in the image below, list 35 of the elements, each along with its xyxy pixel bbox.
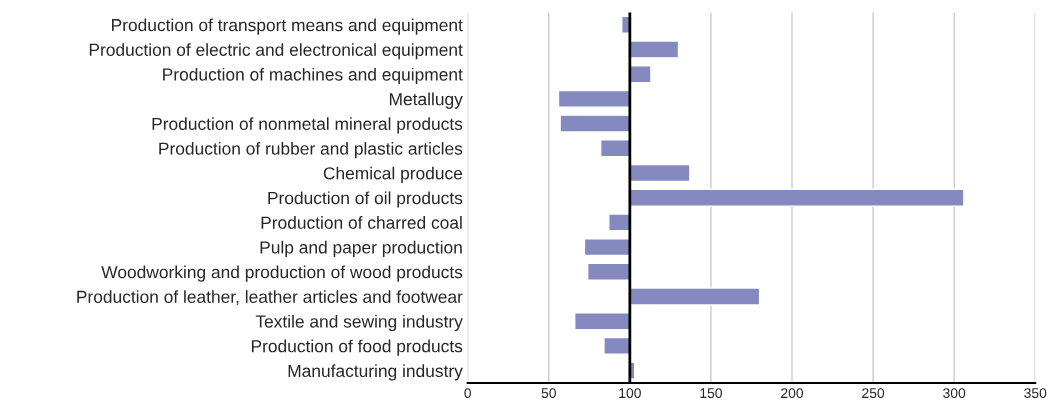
y-tick-label: Woodworking and production of wood products [101,265,463,282]
y-tick-label: Production of nonmetal mineral products [152,117,463,134]
y-tick-label: Chemical produce [323,166,463,183]
bar [629,163,691,183]
bar [629,40,680,59]
x-tick-label: 350 [1024,388,1047,399]
bar [603,336,631,355]
bar [629,188,965,207]
bar [629,287,761,306]
bar [586,262,631,281]
x-tick-label: 200 [781,388,804,399]
bar [583,237,631,257]
y-tick-label: Production of transport means and equipment [112,18,463,35]
y-tick-label: Production of food products [251,339,463,356]
x-tick-label: 300 [943,388,966,399]
x-tick-label: 250 [862,388,885,399]
y-tick-label: Production of charred coal [261,216,462,229]
y-tick-label: Production of rubber and plastic articles [159,141,463,159]
y-tick-label: Manufacturing industry [288,364,463,381]
x-tick-label: 0 [464,388,472,399]
bar [599,139,631,158]
y-tick-label: Production of electric and electronical equipment [89,43,463,60]
bar [557,89,631,108]
y-tick-label: Production of leather, leather articles and footwear [77,290,463,306]
y-tick-label: Pulp and paper production [260,240,462,257]
x-tick-label: 100 [619,388,641,399]
bar [559,114,631,133]
y-tick-label: Textile and sewing industry [255,314,463,332]
y-tick-label: Production of oil products [268,191,463,208]
y-tick-label: Production of machines and equipment [163,67,463,85]
y-tick-label: Metallugy [389,92,463,109]
x-tick-label: 150 [700,388,722,399]
bar [574,312,631,331]
x-tick-label: 50 [541,388,556,399]
bar [629,65,652,84]
